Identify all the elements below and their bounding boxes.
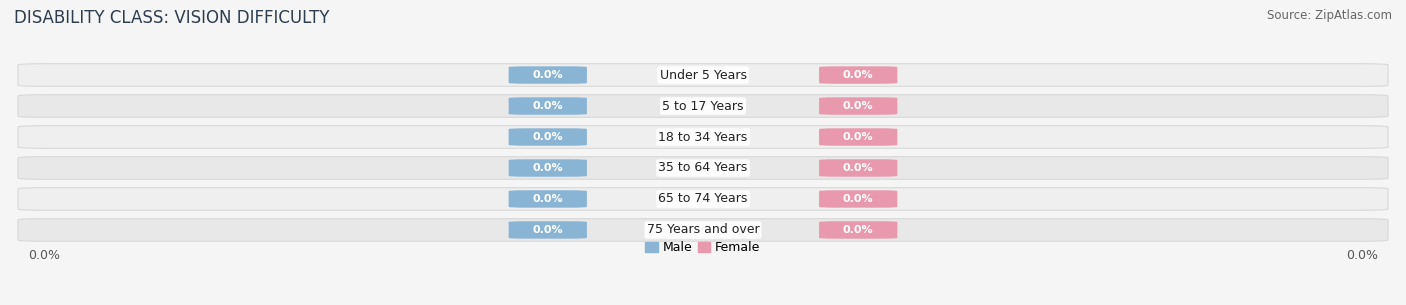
Text: 0.0%: 0.0% [533, 70, 562, 80]
FancyBboxPatch shape [820, 190, 897, 208]
FancyBboxPatch shape [820, 97, 897, 115]
Text: 0.0%: 0.0% [533, 101, 562, 111]
Text: Source: ZipAtlas.com: Source: ZipAtlas.com [1267, 9, 1392, 22]
Text: 0.0%: 0.0% [533, 194, 562, 204]
Text: 5 to 17 Years: 5 to 17 Years [662, 99, 744, 113]
Text: 0.0%: 0.0% [533, 163, 562, 173]
FancyBboxPatch shape [18, 188, 1388, 210]
FancyBboxPatch shape [820, 66, 897, 84]
FancyBboxPatch shape [18, 219, 1388, 241]
FancyBboxPatch shape [509, 190, 586, 208]
FancyBboxPatch shape [509, 221, 586, 239]
FancyBboxPatch shape [509, 159, 586, 177]
Text: 35 to 64 Years: 35 to 64 Years [658, 161, 748, 174]
Text: 0.0%: 0.0% [28, 249, 60, 262]
Text: DISABILITY CLASS: VISION DIFFICULTY: DISABILITY CLASS: VISION DIFFICULTY [14, 9, 329, 27]
Text: 75 Years and over: 75 Years and over [647, 224, 759, 236]
FancyBboxPatch shape [18, 126, 1388, 148]
Text: 0.0%: 0.0% [844, 225, 873, 235]
FancyBboxPatch shape [820, 128, 897, 146]
Text: 65 to 74 Years: 65 to 74 Years [658, 192, 748, 206]
FancyBboxPatch shape [18, 95, 1388, 117]
Text: 0.0%: 0.0% [844, 70, 873, 80]
FancyBboxPatch shape [18, 157, 1388, 179]
FancyBboxPatch shape [820, 221, 897, 239]
FancyBboxPatch shape [18, 64, 1388, 86]
Text: 0.0%: 0.0% [1346, 249, 1378, 262]
Text: 0.0%: 0.0% [844, 194, 873, 204]
FancyBboxPatch shape [509, 128, 586, 146]
Text: 0.0%: 0.0% [844, 163, 873, 173]
Text: 0.0%: 0.0% [844, 132, 873, 142]
Legend: Male, Female: Male, Female [641, 236, 765, 260]
FancyBboxPatch shape [820, 159, 897, 177]
Text: 0.0%: 0.0% [844, 101, 873, 111]
Text: 0.0%: 0.0% [533, 225, 562, 235]
Text: 0.0%: 0.0% [533, 132, 562, 142]
FancyBboxPatch shape [509, 66, 586, 84]
FancyBboxPatch shape [509, 97, 586, 115]
Text: 18 to 34 Years: 18 to 34 Years [658, 131, 748, 144]
Text: Under 5 Years: Under 5 Years [659, 69, 747, 81]
